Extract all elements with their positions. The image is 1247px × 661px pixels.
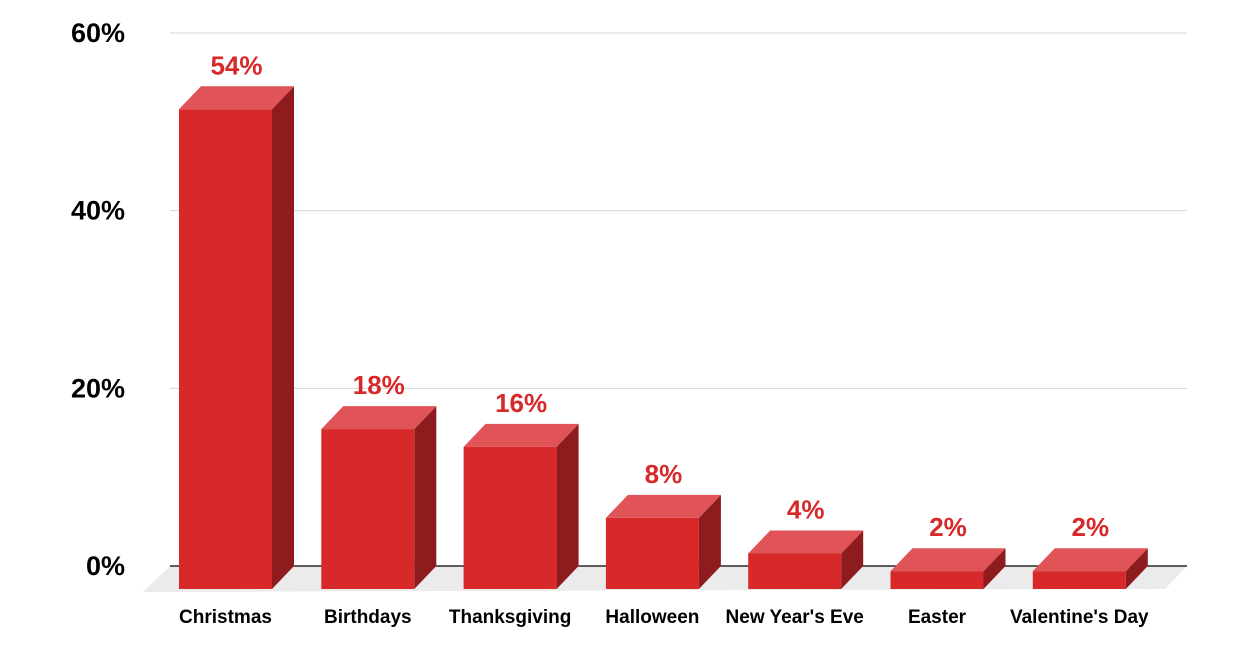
bar-side (556, 423, 579, 589)
bar (1032, 548, 1148, 589)
bar-side (414, 406, 437, 589)
bar (179, 86, 294, 590)
data-label: 18% (353, 370, 405, 400)
y-tick-label: 40% (71, 196, 125, 226)
data-label: 8% (645, 459, 683, 489)
y-tick-label: 20% (71, 373, 125, 403)
bar-top (605, 494, 721, 518)
bar (463, 423, 579, 589)
bar-front (748, 553, 842, 589)
y-tick-label: 0% (86, 551, 125, 581)
bar-top (748, 530, 864, 554)
data-label: 4% (787, 494, 825, 524)
y-tick-label: 60% (71, 18, 125, 48)
bar (605, 494, 721, 589)
x-tick-label: Easter (908, 607, 967, 628)
x-axis-ticks: Christmas Birthdays Thanksgiving Halloween N… (179, 607, 1149, 628)
x-tick-label: Thanksgiving (449, 607, 571, 628)
bar-side (272, 86, 294, 590)
y-axis-ticks: 0% 20% 40% 60% (71, 18, 125, 581)
data-label: 54% (210, 50, 262, 80)
bar-front (890, 571, 984, 589)
bar-front (179, 109, 272, 590)
data-label: 16% (495, 388, 547, 418)
bar-top (1032, 548, 1148, 572)
bars (179, 86, 1148, 590)
x-tick-label: Valentine's Day (1010, 607, 1149, 628)
data-labels: 54% 18% 16% 8% 4% 2% 2% (210, 50, 1109, 542)
data-label: 2% (929, 512, 967, 542)
bar-front (605, 517, 699, 589)
bar-top (890, 548, 1006, 572)
bar (890, 548, 1006, 589)
bar-side (698, 494, 721, 589)
bar-side (1125, 548, 1148, 589)
x-tick-label: Halloween (605, 607, 699, 628)
x-tick-label: New Year's Eve (726, 607, 864, 628)
bar-top (179, 86, 294, 110)
bar-front (321, 429, 415, 589)
bar-side (841, 530, 864, 589)
bar (748, 530, 864, 589)
bar (321, 406, 437, 589)
x-tick-label: Birthdays (324, 607, 412, 628)
x-tick-label: Christmas (179, 607, 272, 628)
bar-front (463, 446, 557, 589)
bar-side (983, 548, 1006, 589)
bar-top (463, 423, 579, 447)
data-label: 2% (1072, 512, 1110, 542)
bar-front (1032, 571, 1126, 589)
bar-top (321, 406, 437, 430)
